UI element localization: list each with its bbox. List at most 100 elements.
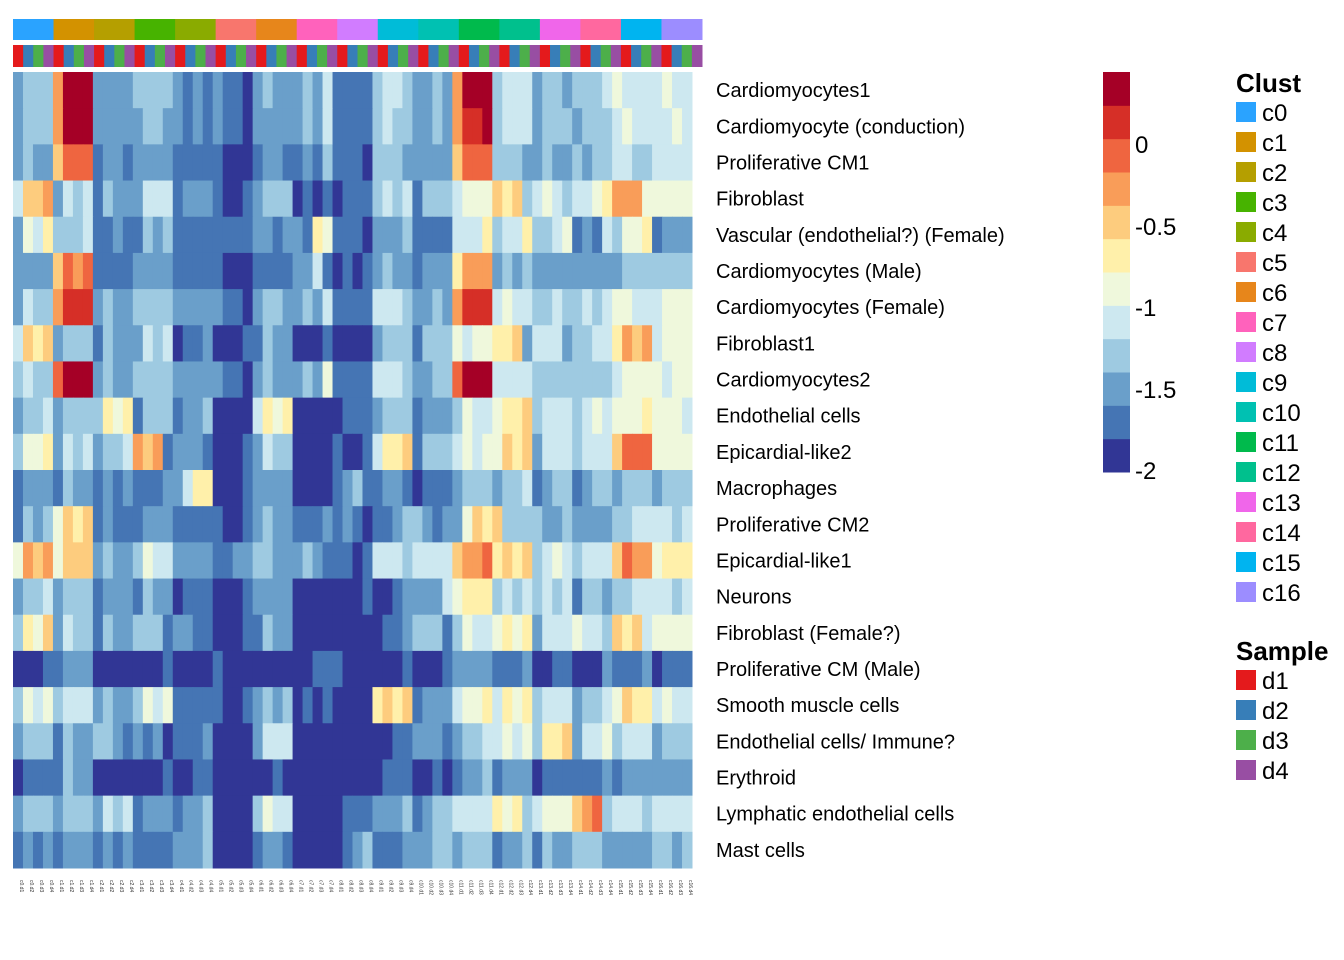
column-label: c4.d3 [198,880,204,892]
heatmap-cell [92,578,104,616]
heatmap-cell [132,216,144,254]
heatmap-cell [332,542,344,580]
heatmap-cell [172,470,184,507]
heatmap-cell [252,325,264,362]
heatmap-cell [642,361,653,399]
heatmap-cell [492,289,503,326]
heatmap-cell [272,506,284,543]
heatmap-cell [82,687,94,724]
heatmap-cell [372,361,383,399]
heatmap-cell [622,144,633,182]
heatmap-cell [112,397,124,435]
heatmap-cell [162,687,174,724]
heatmap-cell [242,470,254,507]
heatmap-cell [562,325,573,362]
legend-swatch-c14 [1236,522,1256,542]
heatmap-cell [42,397,54,435]
heatmap-cell [13,325,24,362]
heatmap-cell [612,795,623,833]
heatmap-cell [202,578,214,616]
cluster-bar-c10 [418,19,460,40]
heatmap-cell [162,795,174,833]
heatmap-cell [312,506,324,543]
heatmap-cell [192,614,204,652]
heatmap-cell [72,578,84,616]
cluster-bar-c12 [499,19,541,40]
heatmap-cell [312,723,324,760]
legend-label-c1: c1 [1262,130,1287,157]
column-label: c15.d2 [627,880,633,895]
heatmap-cell [352,397,363,435]
heatmap-cell [232,614,244,652]
heatmap-cell [232,578,244,616]
heatmap-cell [492,614,503,652]
heatmap-cell [72,795,84,833]
heatmap-cell [342,578,353,616]
heatmap-cell [562,795,573,833]
heatmap-cell [182,325,194,362]
heatmap-cell [322,542,334,580]
column-label: c10.d1 [417,880,423,895]
legend-swatch-c3 [1236,192,1256,212]
sample-bar-c16-d2 [671,45,683,67]
heatmap-cell [402,144,413,182]
heatmap-cell [632,506,643,543]
heatmap-cell [112,542,124,580]
heatmap-cell [332,614,344,652]
heatmap-cell [552,506,563,543]
heatmap-cell [462,470,473,507]
heatmap-cell [332,325,344,362]
heatmap-cell [472,361,483,399]
heatmap-cell [222,831,234,869]
column-label: c12.d2 [507,880,513,895]
heatmap-cell [242,795,254,833]
heatmap-cell [382,325,393,362]
heatmap-cell [282,687,294,724]
heatmap-cell [42,831,54,869]
heatmap-cell [252,108,264,145]
heatmap-cell [672,650,683,688]
heatmap-cell [352,650,363,688]
heatmap-cell [362,759,373,797]
heatmap-cell [332,470,344,507]
heatmap-cell [152,506,164,543]
heatmap-cell [462,542,473,580]
heatmap-cell [222,289,234,326]
heatmap-cell [192,144,204,182]
heatmap-cell [582,795,593,833]
heatmap-cell [542,397,553,435]
heatmap-cell [292,252,304,290]
heatmap-cell [232,180,244,218]
heatmap-cell [612,180,623,218]
sample-bar-c14-d4 [610,45,622,67]
sample-bar-c13-d3 [560,45,571,67]
heatmap-cell [232,506,244,543]
heatmap-cell [322,687,334,724]
sample-bar-c4-d1 [175,45,186,67]
heatmap-cell [482,325,493,362]
heatmap-cell [532,759,543,797]
heatmap-cell [562,687,573,724]
heatmap-cell [402,361,413,399]
heatmap-cell [332,252,344,290]
heatmap-cell [13,108,24,145]
heatmap-cell [132,795,144,833]
heatmap-cell [282,361,294,399]
heatmap-cell [182,578,194,616]
heatmap-cell [132,397,144,435]
heatmap-cell [42,795,54,833]
heatmap-cell [532,831,543,869]
sample-bar-c0-d3 [33,45,44,67]
heatmap-cell [432,470,443,507]
heatmap-cell [642,506,653,543]
heatmap-cell [522,759,533,797]
heatmap-cell [102,216,114,254]
heatmap-cell [92,687,104,724]
sample-bar-c1-d3 [73,45,85,67]
heatmap-cell [502,361,513,399]
heatmap-cell [402,108,413,145]
heatmap-cell [82,723,94,760]
heatmap-cell [302,831,314,869]
heatmap-cell [152,252,164,290]
heatmap-cell [212,433,224,471]
